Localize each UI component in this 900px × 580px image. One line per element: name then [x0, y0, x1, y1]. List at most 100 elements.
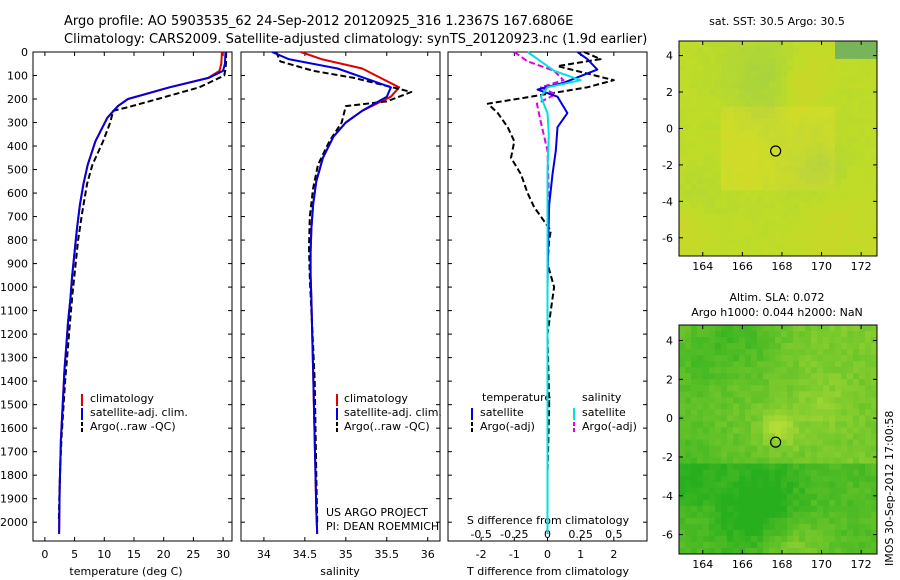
map-cell [679, 46, 686, 54]
map-cell [841, 427, 848, 434]
map-cell [871, 379, 878, 386]
map-cell [709, 58, 716, 66]
map-cell [793, 415, 800, 422]
map-cell [703, 94, 710, 102]
map-cell [871, 535, 878, 543]
map-cell [835, 214, 842, 221]
map-cell [763, 118, 770, 126]
map-cell [739, 409, 746, 416]
map-cell [835, 238, 842, 245]
map-cell [685, 214, 692, 221]
map-cell [829, 427, 836, 434]
map-cell [697, 208, 704, 215]
map-cell [781, 52, 788, 60]
map-cell [775, 106, 782, 114]
map-cell [799, 202, 806, 209]
map-cell [793, 361, 800, 368]
map-cell [823, 481, 830, 489]
map-cell [709, 142, 716, 149]
map-cell [847, 445, 854, 452]
map-cell [703, 499, 710, 507]
map-cell [691, 481, 698, 489]
map-cell [697, 214, 704, 221]
map-cell [799, 166, 806, 173]
map-cell [709, 154, 716, 161]
map-cell [775, 118, 782, 126]
map-cell [739, 214, 746, 221]
map-cell [715, 499, 722, 507]
map-cell [697, 487, 704, 495]
map-cell [721, 433, 728, 440]
map-cell [817, 421, 824, 428]
map-cell [793, 505, 800, 513]
map-cell [841, 154, 848, 161]
map-cell [703, 202, 710, 209]
map-cell [769, 325, 776, 332]
map-cell [793, 529, 800, 537]
map-cell [835, 148, 842, 155]
map-cell [841, 226, 848, 233]
map-cell [829, 208, 836, 215]
map-cell [745, 535, 752, 543]
map-cell [787, 487, 794, 495]
map-cell [721, 52, 728, 60]
map-cell [703, 214, 710, 221]
map-cell [853, 232, 860, 239]
map-cell [859, 355, 866, 362]
map-cell [769, 166, 776, 173]
map-cell [679, 397, 686, 404]
map-cell [829, 487, 836, 495]
map-cell [799, 493, 806, 501]
map-cell [727, 250, 734, 257]
map-cell [685, 445, 692, 452]
map-cell [757, 196, 764, 203]
map-cell [823, 355, 830, 362]
map-cell [721, 385, 728, 392]
map-cell [769, 46, 776, 54]
map-cell [739, 445, 746, 452]
map-cell [685, 355, 692, 362]
map-cell [751, 130, 758, 137]
map-cell [715, 130, 722, 137]
map-cell [859, 343, 866, 350]
map-cell [685, 196, 692, 203]
map-cell [763, 409, 770, 416]
map-cell [709, 232, 716, 239]
map-cell [697, 112, 704, 120]
map-cell [835, 46, 842, 54]
map-cell [715, 208, 722, 215]
map-cell [763, 100, 770, 108]
map-cell [781, 493, 788, 501]
map-cell [793, 220, 800, 227]
map-cell [793, 331, 800, 338]
map-cell [853, 367, 860, 374]
map-cell [757, 82, 764, 90]
map-cell [775, 184, 782, 191]
map-cell [781, 124, 788, 131]
map-cell [811, 52, 818, 60]
map-cell [835, 76, 842, 84]
map-cell [715, 202, 722, 209]
map-cell [685, 529, 692, 537]
map-cell [769, 58, 776, 66]
map-cell [787, 457, 794, 465]
map-cell [835, 355, 842, 362]
map-cell [793, 52, 800, 60]
map-cell [685, 373, 692, 380]
map-cell [829, 178, 836, 185]
map-cell [865, 493, 872, 501]
map-cell [793, 196, 800, 203]
map-cell [781, 457, 788, 465]
map-cell [805, 184, 812, 191]
map-cell [841, 487, 848, 495]
map-cell [769, 523, 776, 531]
map-cell [811, 427, 818, 434]
map-cell [727, 451, 734, 458]
map-cell [751, 106, 758, 114]
map-cell [817, 94, 824, 102]
map-cell [757, 41, 764, 48]
map-cell [691, 208, 698, 215]
map-cell [811, 421, 818, 428]
map-cell [823, 88, 830, 96]
map-cell [685, 232, 692, 239]
